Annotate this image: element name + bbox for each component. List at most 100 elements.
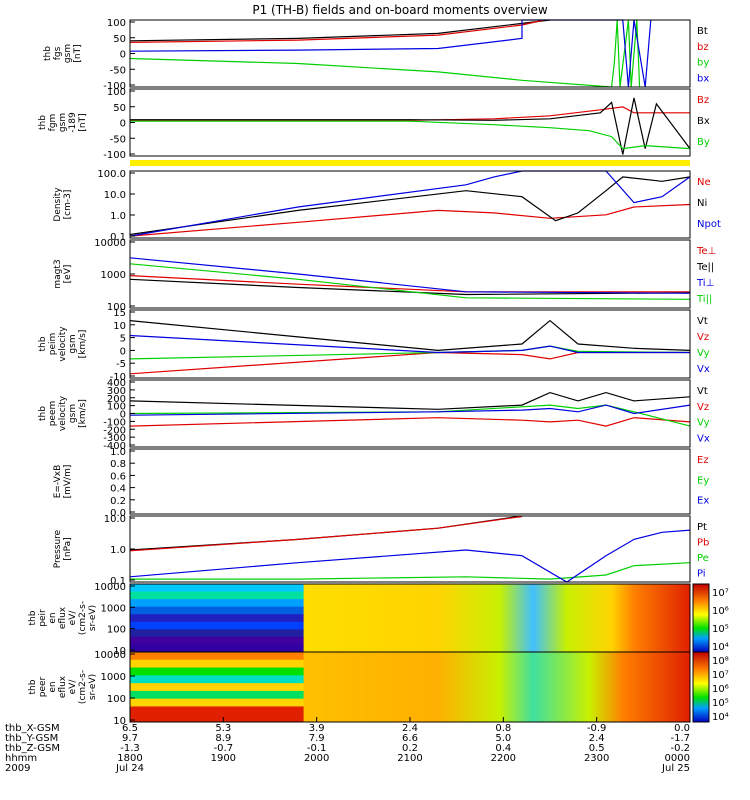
legend-bt: Bt xyxy=(697,26,708,37)
panel-3: 100.0 10.0 1.0 0.1 Density [cm-3] Ne Ni Npot xyxy=(53,169,721,243)
y-tick-label: 10000 xyxy=(94,582,126,593)
y-tick-label: 0.4 xyxy=(110,484,126,495)
x-tick-value: 1900 xyxy=(211,753,236,764)
y-tick-label: -200 xyxy=(103,425,126,436)
legend-bz: Bz xyxy=(697,95,709,106)
y-tick-label: -300 xyxy=(103,433,126,444)
y-axis-label-line: en xyxy=(48,681,58,692)
y-axis-label-line: eV/ xyxy=(68,610,78,626)
panel-8: 10.0 1.0 0.1 Pressure [nPa] Pt Pb Pe Pi xyxy=(53,514,709,587)
legend-pb: Pb xyxy=(697,538,709,549)
spectrogram-band xyxy=(130,667,304,676)
y-tick-label: 10 xyxy=(113,646,126,657)
x-tick-value: 2200 xyxy=(491,753,516,764)
y-axis-label-line: [eV] xyxy=(63,265,73,284)
series-line-bz xyxy=(129,19,545,43)
y-axis-label-line: gsm xyxy=(68,334,78,353)
y-axis-label-line: gsm xyxy=(68,404,78,423)
y-axis-label-line: [nT] xyxy=(78,113,88,131)
y-axis-label-line: peer xyxy=(38,676,48,697)
legend-ti: Ti|| xyxy=(696,294,712,305)
panel-2: 100 50 0 -50 -100 thb fgm gsm -189 [nT] Bz Bx By xyxy=(38,87,710,161)
x-tick-value: -1.3 xyxy=(120,743,140,754)
spectrogram-band xyxy=(130,584,304,593)
series-line-pt xyxy=(129,515,523,551)
y-tick-label: -5 xyxy=(116,359,126,370)
y-axis-label: thb peem velocity gsm [km/s] xyxy=(38,395,88,431)
spectrogram-band xyxy=(130,591,304,600)
y-axis-label-line: thb xyxy=(38,336,48,351)
panel-frame xyxy=(129,448,691,515)
y-axis-label-line: thb xyxy=(43,46,53,61)
x-tick-value: 0000 xyxy=(665,753,690,764)
x-tick-value: Jul 25 xyxy=(661,763,690,774)
y-axis-label-line: E=-VxB xyxy=(53,465,63,499)
panel-7: 1.00.80.6 0.40.20.0 E=-VxB [mV/m] Ez Ey Ex xyxy=(53,447,709,519)
legend-by: by xyxy=(697,58,709,69)
x-tick-value: 7.9 xyxy=(309,733,325,744)
legend-bx: bx xyxy=(697,73,709,84)
y-tick-label: -100 xyxy=(103,150,126,161)
y-axis-label: Pressure [nPa] xyxy=(53,529,73,568)
y-axis-label-line: gsm xyxy=(58,113,68,132)
series-line-bx xyxy=(129,19,652,88)
spectrogram-band xyxy=(130,606,304,615)
colorbar-tick-label: 10⁸ xyxy=(712,656,729,667)
legend-ti: Ti⊥ xyxy=(696,278,714,289)
y-tick-label: 0.1 xyxy=(110,576,126,587)
legend-te: Te|| xyxy=(696,262,714,273)
legend-ni: Ni xyxy=(697,198,707,209)
y-axis-label: magt3 [eV] xyxy=(53,259,73,288)
series-line-bx xyxy=(130,97,691,155)
legend-pt: Pt xyxy=(697,522,707,533)
y-axis-label-line: [cm-3] xyxy=(63,190,73,220)
legend-by: By xyxy=(697,137,710,148)
series-line-ti xyxy=(129,263,691,300)
spectrogram-band xyxy=(130,629,304,638)
legend-npot: Npot xyxy=(697,219,721,230)
legend-te: Te⊥ xyxy=(696,246,716,257)
y-tick-label: 1.0 xyxy=(110,211,126,222)
y-tick-label: -50 xyxy=(110,65,126,76)
x-row-label: thb_Y-GSM xyxy=(5,733,58,744)
y-axis-label-line: velocity xyxy=(58,395,68,431)
panel-4: 10000 1000 100 magt3 [eV] Te⊥ Te|| Ti⊥ Ti|| xyxy=(53,238,716,313)
y-tick-label: 100 xyxy=(107,18,126,29)
colorbar-tick-label: 10⁵ xyxy=(712,624,729,635)
legend-bx: Bx xyxy=(697,116,710,127)
y-tick-label: 0 xyxy=(120,346,126,357)
spectrogram-band xyxy=(130,644,304,653)
legend-ex: Ex xyxy=(697,496,709,507)
y-axis-label-line: eV/ xyxy=(68,679,78,695)
y-tick-label: -400 xyxy=(103,441,126,452)
panel-10: 10⁸ 10⁷ 10⁶ 10⁵ 10⁴ 10000 1000 100 10 thb peer en ef… xyxy=(28,650,729,727)
spectrogram-band xyxy=(130,675,304,684)
y-axis-label-line: -189 xyxy=(68,112,78,133)
y-axis-label-line: magt3 xyxy=(53,259,63,288)
y-tick-label: 100 xyxy=(107,625,126,636)
colorbar-tick-label: 10⁶ xyxy=(712,684,729,695)
y-axis-label-line: peem xyxy=(48,401,58,427)
series-line-pi xyxy=(129,529,691,583)
spectrogram-band xyxy=(130,690,304,700)
series-line-by xyxy=(129,19,641,88)
y-tick-label: 50 xyxy=(113,34,126,45)
x-tick-value: 8.9 xyxy=(215,733,231,744)
legend-vz: Vz xyxy=(697,332,709,343)
panel-frame xyxy=(129,515,691,583)
x-tick-value: 6.5 xyxy=(122,723,138,734)
x-tick-value: 2000 xyxy=(304,753,329,764)
y-tick-label: 10000 xyxy=(94,650,126,661)
x-row-label: thb_Z-GSM xyxy=(5,743,60,754)
x-tick-value: -0.9 xyxy=(587,723,607,734)
y-tick-label: 0 xyxy=(120,410,126,421)
series-line-vt xyxy=(129,391,691,410)
y-tick-label: 100.0 xyxy=(97,169,126,180)
x-tick-value: 0.8 xyxy=(495,723,511,734)
series-line-ti xyxy=(129,257,691,294)
series-line-vx xyxy=(129,404,691,416)
spectrogram-band xyxy=(130,599,304,608)
series-line-ne xyxy=(129,203,691,237)
